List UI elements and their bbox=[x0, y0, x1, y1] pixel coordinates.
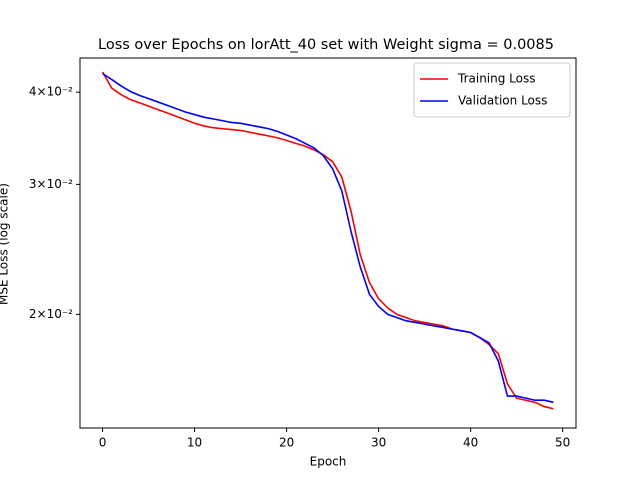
y-tick-label: 2×10⁻² bbox=[29, 307, 73, 321]
x-tick-label: 50 bbox=[555, 436, 570, 450]
x-tick-label: 0 bbox=[99, 436, 107, 450]
x-tick-label: 10 bbox=[187, 436, 202, 450]
chart-title: Loss over Epochs on lorAtt_40 set with W… bbox=[98, 37, 554, 53]
legend-label: Training Loss bbox=[457, 72, 535, 86]
y-axis-label: MSE Loss (log scale) bbox=[0, 183, 11, 305]
legend-box bbox=[413, 62, 571, 118]
x-tick-label: 30 bbox=[371, 436, 386, 450]
x-axis-label: Epoch bbox=[310, 455, 347, 469]
y-tick-label: 4×10⁻² bbox=[29, 85, 73, 99]
data-line bbox=[102, 72, 554, 404]
legend-label: Validation Loss bbox=[458, 94, 547, 108]
x-tick-label: 40 bbox=[463, 436, 478, 450]
y-tick-label: 3×10⁻² bbox=[29, 177, 73, 191]
x-tick-label: 20 bbox=[279, 436, 294, 450]
axes-frame bbox=[79, 57, 577, 429]
